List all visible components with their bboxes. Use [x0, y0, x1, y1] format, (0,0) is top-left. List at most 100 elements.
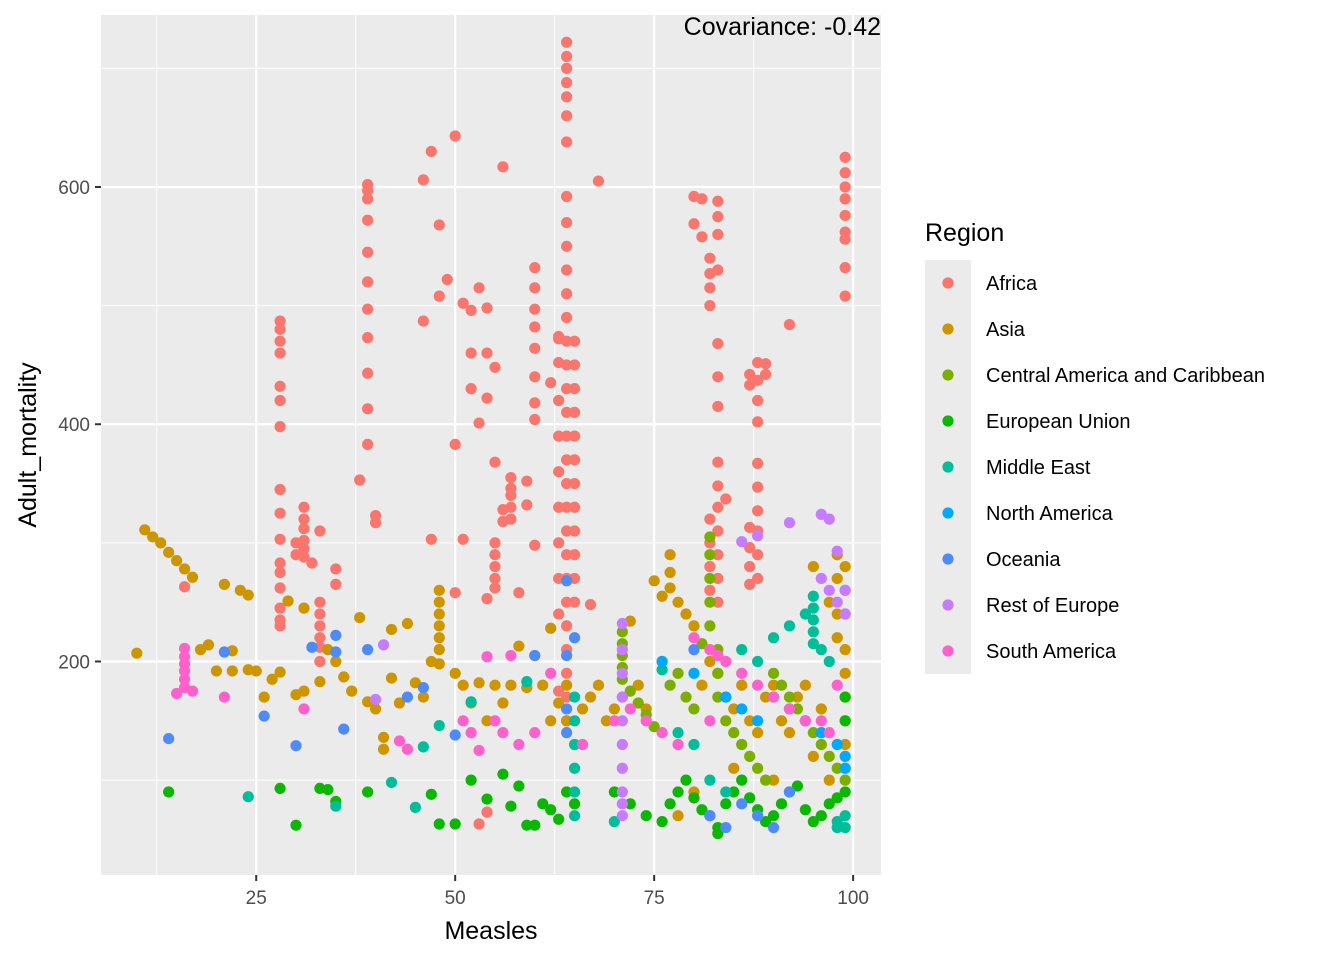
data-point [529, 371, 541, 383]
data-point [767, 821, 780, 834]
data-point [561, 62, 573, 74]
data-point [377, 639, 390, 651]
data-point [369, 693, 382, 706]
data-point [497, 161, 509, 173]
legend-key [942, 645, 954, 657]
data-point [752, 810, 764, 822]
data-point [521, 676, 533, 688]
data-point [449, 130, 461, 142]
data-point [672, 738, 684, 751]
data-point [759, 691, 772, 703]
data-point [616, 667, 628, 679]
legend-label: North America [986, 503, 1114, 525]
data-point [561, 501, 573, 513]
data-point [720, 655, 732, 668]
data-point [561, 36, 573, 48]
data-point [171, 555, 183, 567]
legend-key [942, 599, 954, 611]
data-point [616, 810, 628, 822]
data-point [553, 466, 565, 478]
legend-title: Region [925, 219, 1004, 247]
data-point [839, 151, 851, 163]
data-point [775, 715, 788, 727]
data-point [433, 219, 445, 231]
data-point [744, 750, 756, 762]
data-point [258, 710, 270, 722]
data-point [752, 715, 764, 727]
data-point [362, 246, 374, 258]
data-point [489, 560, 501, 573]
data-point [831, 572, 843, 585]
data-point [545, 804, 557, 816]
data-point [736, 738, 748, 751]
data-point [473, 677, 485, 689]
data-point [505, 679, 517, 691]
data-point [417, 681, 429, 694]
data-point [807, 626, 819, 638]
legend-label: Asia [986, 319, 1026, 341]
data-point [433, 620, 445, 632]
data-point [664, 582, 676, 594]
data-point [505, 472, 517, 484]
data-point [839, 608, 851, 620]
data-point [553, 608, 565, 620]
legend-key [942, 323, 954, 335]
data-point [815, 810, 827, 822]
data-point [783, 517, 796, 529]
data-point [433, 644, 445, 656]
data-point [568, 406, 581, 418]
data-point [377, 743, 390, 755]
data-point [704, 774, 716, 786]
data-point [616, 644, 628, 656]
data-point [489, 679, 501, 691]
data-point [314, 655, 326, 668]
data-point [433, 290, 445, 302]
data-points [131, 36, 851, 840]
data-point [481, 392, 493, 404]
data-point [648, 721, 660, 733]
data-point [545, 377, 557, 389]
data-point [823, 513, 835, 525]
data-point [704, 513, 716, 525]
data-point [393, 697, 406, 709]
x-axis: 25 50 75 100 [246, 875, 869, 909]
data-point [720, 798, 732, 810]
data-point [210, 665, 223, 677]
data-point [704, 572, 716, 585]
data-point [712, 211, 724, 223]
data-point [553, 813, 565, 825]
data-point [712, 337, 724, 350]
data-point [561, 454, 573, 466]
data-point [752, 762, 764, 774]
data-point [696, 193, 708, 205]
data-point [218, 691, 230, 703]
legend-label: South America [986, 641, 1117, 663]
data-point [839, 167, 851, 179]
data-point [202, 639, 215, 651]
data-point [561, 136, 573, 148]
data-point [568, 786, 581, 798]
legend-key [942, 553, 954, 565]
y-axis-title: Adult_mortality [14, 362, 42, 528]
data-point [529, 303, 541, 315]
data-point [791, 780, 804, 792]
data-point [457, 679, 469, 691]
data-point [839, 262, 851, 274]
data-point [513, 780, 525, 792]
x-axis-title: Measles [444, 917, 537, 945]
data-point [529, 539, 541, 551]
data-point [720, 493, 732, 505]
data-point [704, 655, 716, 668]
data-point [720, 691, 732, 703]
data-point [274, 335, 286, 347]
data-point [561, 477, 573, 490]
data-point [409, 801, 421, 813]
legend-label: Rest of Europe [986, 595, 1119, 617]
data-point [568, 477, 581, 490]
data-point [831, 545, 843, 557]
data-point [290, 740, 302, 752]
data-point [481, 651, 493, 663]
data-point [728, 727, 740, 739]
data-point [385, 776, 398, 789]
data-point [664, 679, 676, 691]
